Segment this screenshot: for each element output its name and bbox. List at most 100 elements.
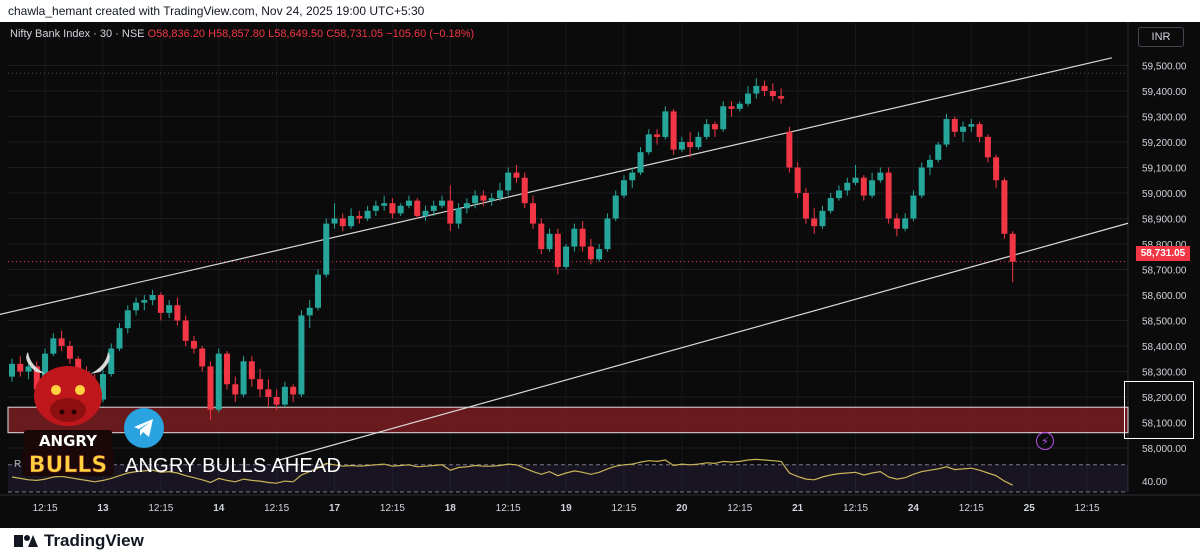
candle-body [902, 218, 909, 229]
candle-body [943, 119, 950, 145]
candle-body [257, 379, 264, 390]
export-header-text: chawla_hemant created with TradingView.c… [8, 4, 425, 18]
x-tick-label: 18 [445, 503, 457, 514]
rsi-tick-label: 40.00 [1142, 477, 1168, 488]
candle-body [910, 195, 917, 219]
chart-grid [0, 22, 1200, 528]
candle-body [645, 134, 652, 153]
candle-body [306, 307, 313, 316]
candle-body [397, 205, 404, 214]
export-header: chawla_hemant created with TradingView.c… [0, 0, 1200, 22]
candle-body [720, 106, 727, 130]
price-chart[interactable]: 58,000.00 58,100.00 58,200.00 58,300.00 58,4… [0, 22, 1200, 528]
candle-body [571, 228, 578, 247]
candle-body [17, 363, 24, 372]
candle-body [786, 131, 793, 168]
candle-body [215, 353, 222, 410]
candle-body [546, 233, 553, 250]
rsi-pane [8, 458, 1128, 493]
candle-body [273, 397, 280, 405]
y-tick-label: 58,700.00 [1142, 266, 1187, 277]
candle-body [736, 103, 743, 109]
price-axis: 58,000.00 58,100.00 58,200.00 58,300.00 58,4… [1142, 62, 1187, 456]
low-value: L58,649.50 [268, 28, 324, 40]
support-zone-rect [7, 406, 1129, 434]
y-tick-label: 59,000.00 [1142, 189, 1187, 200]
close-value: C58,731.05 [326, 28, 384, 40]
y-tick-label: 58,200.00 [1142, 393, 1187, 404]
candle-body [670, 111, 677, 150]
candle-body [232, 384, 239, 395]
x-tick-label: 12:15 [148, 503, 173, 514]
candle-body [141, 300, 148, 303]
candle-body [439, 200, 446, 206]
candle-body [596, 249, 603, 260]
candle-body [25, 366, 32, 372]
candle-body [265, 389, 272, 397]
candle-body [422, 210, 429, 216]
candle-body [836, 190, 842, 199]
tradingview-brand[interactable]: TradingView [14, 531, 144, 551]
y-tick-label: 58,300.00 [1142, 368, 1187, 379]
candle-body [976, 124, 983, 137]
candle-body [488, 198, 495, 201]
lightning-icon[interactable]: ⚡ [1036, 432, 1054, 450]
candle-body [604, 218, 611, 250]
x-tick-label: 12:15 [727, 503, 752, 514]
candle-body [42, 353, 49, 390]
y-tick-label: 58,400.00 [1142, 342, 1187, 353]
candle-body [182, 320, 189, 341]
candle-body [563, 246, 570, 267]
candle-body [885, 172, 892, 219]
candle-body [116, 328, 123, 349]
high-value: H58,857.80 [208, 28, 266, 40]
rsi-line [11, 458, 1013, 486]
symbol-legend: Nifty Bank Index · 30 · NSE O58,836.20 H… [10, 28, 474, 40]
candle-body [513, 172, 520, 178]
candle-body [769, 91, 776, 97]
candle-body [505, 172, 512, 191]
candle-body [993, 157, 1000, 181]
candle-body [893, 218, 900, 229]
candle-body [860, 177, 867, 196]
x-tick-label: 20 [676, 503, 688, 514]
candle-body [579, 228, 586, 247]
candle-body [1001, 180, 1008, 234]
telegram-icon[interactable] [124, 408, 164, 448]
candle-body [472, 195, 479, 204]
channel-upper-line [0, 57, 1113, 315]
y-tick-label: 58,600.00 [1142, 291, 1187, 302]
candlesticks [9, 78, 1016, 420]
candle-body [372, 205, 379, 211]
candle-body [174, 305, 181, 321]
candle-body [612, 195, 619, 219]
candle-body [157, 295, 164, 313]
x-tick-label: 19 [561, 503, 573, 514]
brand-label: TradingView [44, 531, 144, 550]
candle-body [455, 208, 462, 224]
x-tick-label: 25 [1024, 503, 1036, 514]
candle-body [75, 358, 82, 372]
x-tick-label: 21 [792, 503, 804, 514]
currency-selector[interactable]: INR [1138, 27, 1184, 47]
candle-body [224, 353, 231, 385]
candle-body [877, 172, 884, 181]
x-tick-label: 12:15 [33, 503, 58, 514]
candle-body [248, 361, 255, 380]
y-tick-label: 59,200.00 [1142, 138, 1187, 149]
candle-body [33, 366, 40, 390]
candle-body [430, 205, 437, 211]
x-tick-label: 24 [908, 503, 920, 514]
candle-body [166, 305, 173, 313]
candle-body [190, 340, 197, 349]
candle-body [819, 210, 826, 227]
x-tick-label: 13 [97, 503, 109, 514]
candle-body [778, 96, 785, 99]
candle-body [761, 85, 768, 91]
candle-body [240, 361, 247, 395]
x-tick-label: 12:15 [264, 503, 289, 514]
footer-bar: TradingView [0, 528, 1200, 554]
candle-body [745, 93, 752, 104]
candle-body [108, 348, 115, 375]
y-tick-label: 59,500.00 [1142, 62, 1187, 73]
